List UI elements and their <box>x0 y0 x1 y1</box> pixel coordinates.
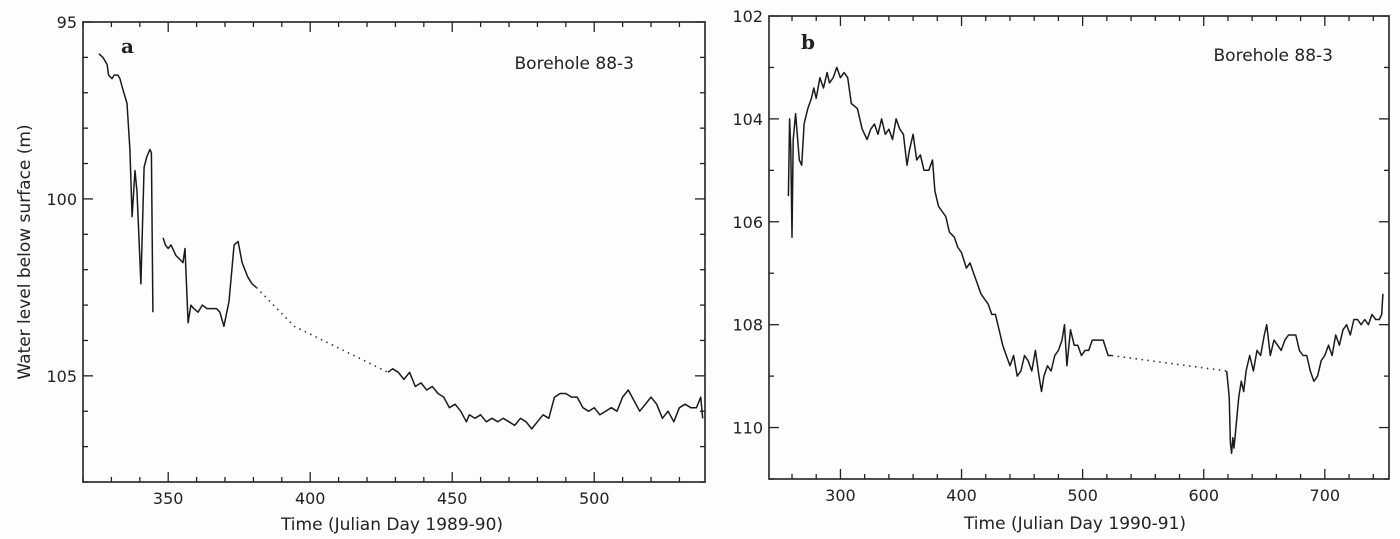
x-tick-label: 400 <box>295 489 326 508</box>
x-tick-label: 700 <box>1310 486 1341 505</box>
chart-a-series <box>98 53 704 430</box>
x-tick-label: 450 <box>437 489 468 508</box>
y-tick-label: 102 <box>732 7 763 26</box>
y-tick-label: 110 <box>732 419 763 438</box>
chart-panel-a: 350 400 450 500 95 100 105 a Borehole 88-3 Tim… <box>15 13 706 535</box>
annotation-b: Borehole 88-3 <box>1214 46 1333 66</box>
y-tick-label: 108 <box>732 316 763 335</box>
y-tick-label: 104 <box>732 110 763 129</box>
x-tick-label: 500 <box>1067 486 1098 505</box>
y-tick-label: 95 <box>57 13 77 32</box>
x-tick-label: 600 <box>1188 486 1219 505</box>
chart-b-tick-labels: 300 400 500 600 700 102 104 106 108 110 <box>732 7 1340 505</box>
series-interpolated <box>255 286 389 374</box>
x-tick-label: 300 <box>825 486 856 505</box>
x-tick-label: 350 <box>153 489 184 508</box>
chart-panel-b: 300 400 500 600 700 102 104 106 108 110 b Borehol… <box>732 7 1390 534</box>
series-measured-1 <box>787 66 1112 393</box>
y-tick-label: 100 <box>46 190 77 209</box>
panel-label-a: a <box>121 34 134 58</box>
y-axis-title: Water level below surface (m) <box>15 124 35 379</box>
chart-b-frame <box>768 15 1390 480</box>
series-measured-1 <box>98 53 154 313</box>
chart-b-series <box>787 66 1384 455</box>
y-tick-label: 105 <box>46 367 77 386</box>
chart-a-tick-labels: 350 400 450 500 95 100 105 <box>46 13 609 508</box>
panel-label-b: b <box>801 30 815 54</box>
series-measured-2 <box>1225 293 1384 455</box>
chart-b-ticks <box>769 15 1389 480</box>
x-tick-label: 500 <box>579 489 610 508</box>
series-measured-3 <box>387 368 704 430</box>
x-tick-label: 400 <box>946 486 977 505</box>
x-axis-title-a: Time (Julian Day 1989-90) <box>280 515 503 535</box>
series-interpolated <box>1111 354 1227 372</box>
series-measured-2 <box>162 237 257 328</box>
annotation-a: Borehole 88-3 <box>515 54 634 74</box>
y-tick-label: 106 <box>732 213 763 232</box>
chart-a-frame <box>82 21 706 483</box>
chart-a-ticks <box>82 21 705 483</box>
x-axis-title-b: Time (Julian Day 1990-91) <box>963 514 1186 534</box>
